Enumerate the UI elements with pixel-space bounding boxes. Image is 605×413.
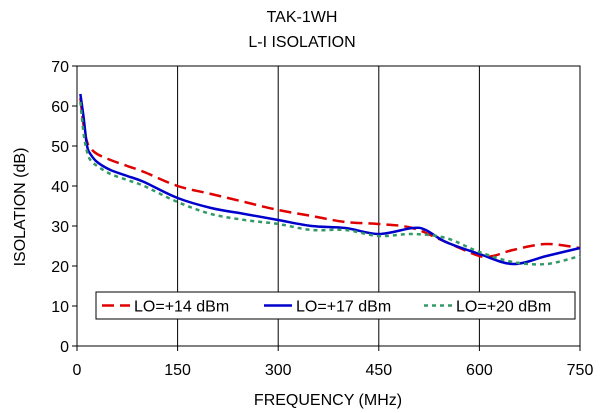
y-axis-label: ISOLATION (dB) [12,148,29,267]
x-tick-label-1: 150 [164,362,191,379]
x-axis-label: FREQUENCY (MHz) [254,392,402,409]
series-lines [79,93,581,266]
legend: LO=+14 dBm LO=+17 dBm LO=+20 dBm [95,291,576,320]
x-tick-label-2: 300 [265,362,292,379]
series-line-0 [79,97,581,259]
y-tick-label-1: 10 [51,299,69,316]
x-tick-label-3: 450 [365,362,392,379]
x-tick-label-4: 600 [466,362,493,379]
y-tick-label-4: 40 [51,179,69,196]
legend-box [95,291,576,320]
legend-label-0: LO=+14 dBm [134,299,229,316]
plot-frame [76,65,581,347]
x-tick-label-0: 0 [73,362,82,379]
chart-subtitle: L-I ISOLATION [248,34,355,51]
legend-label-1: LO=+17 dBm [296,299,391,316]
series-line-1 [79,93,581,266]
legend-label-2: LO=+20 dBm [456,299,551,316]
y-tick-label-5: 50 [51,139,69,156]
y-tick-label-2: 20 [51,259,69,276]
axis-ticks: 0 150 300 450 600 750 0 10 20 30 40 50 60 70 [51,59,593,379]
chart-title: TAK-1WH [267,9,338,26]
y-tick-label-0: 0 [60,339,69,356]
series-line-2 [79,101,581,266]
x-tick-label-5: 750 [567,362,594,379]
y-tick-label-3: 30 [51,219,69,236]
y-tick-label-7: 70 [51,59,69,76]
y-tick-label-6: 60 [51,99,69,116]
